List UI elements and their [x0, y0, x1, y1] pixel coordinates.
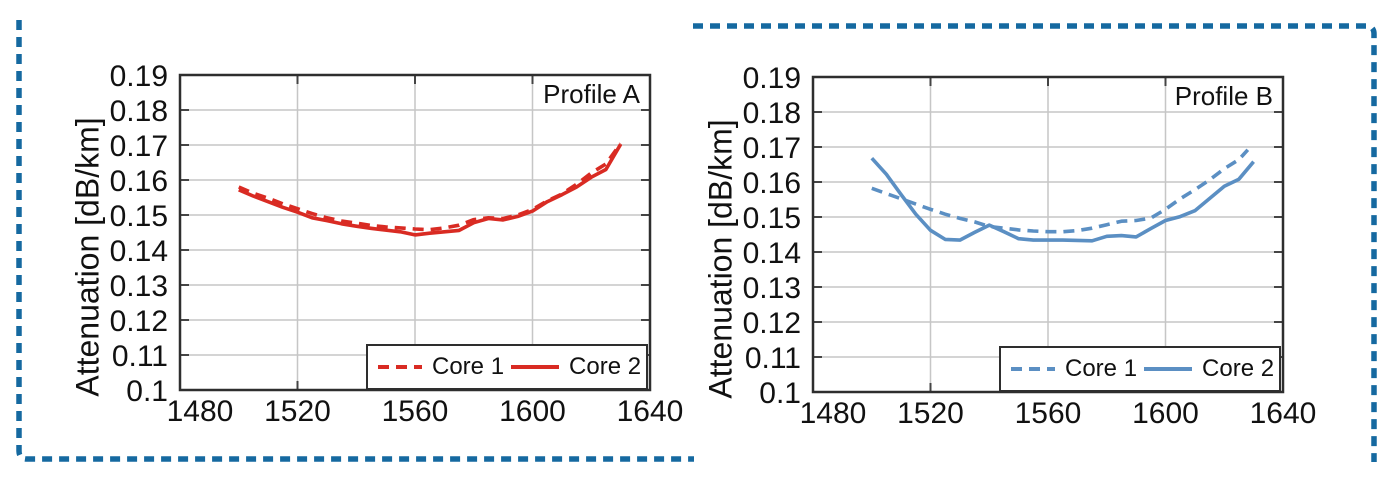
y-tick-label: 0.15 [110, 200, 168, 233]
y-tick-label: 0.19 [743, 62, 801, 95]
x-tick-label: 1480 [800, 397, 867, 430]
x-tick-label: 1520 [897, 397, 964, 430]
legend-dashed-line-sample [377, 363, 423, 371]
plot-area: Attenuation [dB/km] 0.190.180.170.160.15… [702, 62, 1317, 430]
legend-solid-line-sample [1143, 365, 1193, 373]
y-tick-label: 0.18 [743, 97, 801, 130]
x-tick-label: 1600 [499, 395, 566, 428]
y-tick-label: 0.17 [743, 132, 801, 165]
y-tick-label: 0.14 [110, 235, 168, 268]
y-axis-title: Attenuation [dB/km] [702, 119, 738, 398]
series-core-2 [238, 143, 623, 237]
legend-label-core2: Core 2 [569, 353, 642, 380]
legend-label-core2: Core 2 [1202, 355, 1275, 382]
legend-solid-line-sample [510, 363, 560, 371]
y-tick-label: 0.19 [110, 60, 168, 93]
chart-profile-b: Attenuation [dB/km] 0.19 0.18 0.17 0.16 0.15… [683, 59, 1323, 449]
legend-label-core1: Core 1 [432, 353, 505, 380]
y-axis-title: Attenuation [dB/km] [69, 117, 105, 396]
y-tick-label: 0.16 [743, 167, 801, 200]
y-tick-label: 0.17 [110, 130, 168, 163]
series-core-1 [871, 148, 1250, 234]
series-core-2 [870, 156, 1255, 243]
x-tick-label: 1640 [1250, 397, 1317, 430]
y-tick-label: 0.1 [759, 377, 801, 410]
y-tick-label: 0.16 [110, 165, 168, 198]
y-tick-label: 0.15 [743, 202, 801, 235]
legend-label-core1: Core 1 [1065, 355, 1138, 382]
plot-frame [178, 73, 652, 392]
y-tick-label: 0.13 [743, 272, 801, 305]
x-tick-label: 1600 [1132, 397, 1199, 430]
legend: Core 1 Core 2 [999, 346, 1281, 392]
y-tick-label: 0.12 [743, 307, 801, 340]
legend: Core 1 Core 2 [366, 344, 648, 390]
y-tick-label: 0.14 [743, 237, 801, 270]
y-tick-label: 0.11 [745, 342, 801, 375]
profile-label: Profile B [1174, 81, 1273, 111]
x-tick-label: 1640 [617, 395, 684, 428]
y-tick-label: 0.18 [110, 95, 168, 128]
y-tick-label: 0.13 [110, 270, 168, 303]
x-tick-label: 1560 [1015, 397, 1082, 430]
y-tick-label: 0.11 [112, 340, 168, 373]
x-tick-label: 1560 [382, 395, 449, 428]
plot-frame [811, 75, 1285, 394]
x-tick-label: 1520 [264, 395, 331, 428]
profile-label: Profile A [543, 79, 640, 109]
series-core-1 [238, 142, 623, 232]
y-tick-label: 0.12 [110, 305, 168, 338]
chart-profile-a: Attenuation [dB/km] 0.19 0.18 0.17 0.16 0.15… [50, 57, 690, 447]
x-tick-label: 1480 [167, 395, 234, 428]
y-tick-label: 0.1 [126, 375, 168, 408]
legend-dashed-line-sample [1010, 365, 1056, 373]
